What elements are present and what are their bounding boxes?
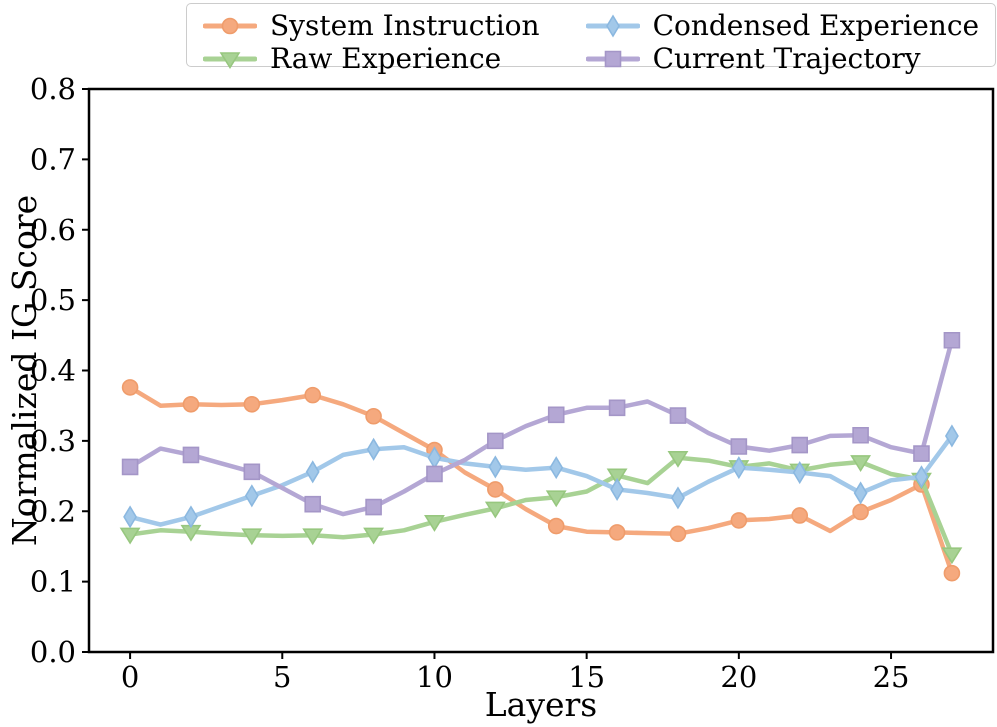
y-tick-label: 0.2: [30, 494, 76, 528]
marker-raw-experience: [941, 547, 963, 565]
marker-system-instruction: [547, 517, 565, 535]
marker-current-trajectory: [243, 463, 261, 481]
marker-current-trajectory: [608, 399, 626, 417]
marker-current-trajectory: [943, 331, 961, 349]
marker-current-trajectory: [426, 465, 443, 483]
series-line-raw-experience: [127, 455, 955, 557]
marker-system-instruction: [608, 524, 626, 541]
marker-system-instruction: [243, 395, 261, 413]
marker-condensed-experience: [549, 456, 564, 480]
marker-system-instruction: [943, 564, 961, 582]
marker-condensed-experience: [671, 486, 685, 510]
legend-item-current-trajectory: Current Trajectory: [585, 42, 980, 75]
diamond-icon: [585, 13, 640, 38]
x-tick-label: 25: [873, 660, 910, 694]
marker-system-instruction: [487, 481, 504, 498]
y-tick-label: 0.1: [30, 565, 76, 599]
marker-condensed-experience: [244, 484, 259, 508]
circle-icon: [203, 17, 257, 34]
marker-current-trajectory: [182, 446, 200, 464]
marker-condensed-experience: [488, 455, 503, 479]
marker-current-trajectory: [913, 445, 930, 462]
square-icon: [585, 50, 640, 67]
legend-marker-raw-experience: [219, 51, 241, 69]
legend-marker-current-trajectory: [604, 50, 621, 67]
marker-current-trajectory: [791, 436, 809, 454]
legend-label: Current Trajectory: [652, 42, 921, 75]
marker-current-trajectory: [669, 407, 687, 424]
marker-current-trajectory: [121, 458, 139, 476]
marker-condensed-experience: [944, 424, 959, 448]
series-line-condensed-experience: [127, 433, 955, 527]
legend-label: System Instruction: [270, 9, 540, 42]
marker-raw-experience: [424, 515, 445, 532]
marker-condensed-experience: [792, 460, 807, 485]
marker-system-instruction: [669, 525, 687, 543]
marker-raw-experience: [667, 450, 689, 468]
y-tick-label: 0.0: [30, 635, 76, 669]
marker-raw-experience: [119, 527, 141, 545]
marker-condensed-experience: [305, 460, 320, 484]
marker-current-trajectory: [304, 495, 322, 513]
x-tick-label: 20: [720, 660, 757, 694]
marker-condensed-experience: [610, 477, 625, 501]
marker-system-instruction: [121, 379, 139, 396]
legend-marker-condensed-experience: [605, 13, 620, 38]
y-tick-label: 0.6: [30, 213, 76, 247]
marker-condensed-experience: [731, 456, 746, 480]
y-tick-label: 0.4: [30, 354, 76, 388]
legend-label: Raw Experience: [270, 42, 502, 75]
marker-raw-experience: [545, 490, 567, 508]
y-tick-label: 0.3: [30, 424, 76, 458]
legend-item-system-instruction: System Instruction: [203, 9, 540, 42]
legend-item-condensed-experience: Condensed Experience: [585, 9, 980, 42]
marker-system-instruction: [852, 503, 869, 521]
x-tick-label: 15: [568, 660, 605, 694]
marker-system-instruction: [791, 507, 809, 524]
legend-item-raw-experience: Raw Experience: [203, 42, 540, 75]
marker-system-instruction: [304, 386, 322, 404]
series-line-current-trajectory: [127, 337, 955, 517]
marker-raw-experience: [302, 528, 324, 546]
marker-condensed-experience: [853, 481, 868, 505]
marker-current-trajectory: [365, 498, 382, 516]
marker-condensed-experience: [123, 505, 138, 529]
marker-condensed-experience: [914, 465, 929, 489]
x-axis-label: Layers: [485, 685, 597, 724]
legend-label: Condensed Experience: [652, 9, 980, 42]
marker-condensed-experience: [184, 505, 198, 529]
y-axis-label: Normalized IG Score: [5, 195, 44, 546]
marker-system-instruction: [730, 512, 748, 529]
plot-area: 0.0 0.1 0.2 0.3 0.4 0.5 0.6 0.7 0.8 0 5 10 15 20 25: [30, 72, 995, 694]
y-tick-label: 0.8: [30, 72, 76, 106]
marker-current-trajectory: [547, 406, 565, 424]
marker-current-trajectory: [487, 432, 504, 450]
x-tick-label: 10: [416, 660, 453, 694]
series-line-system-instruction: [127, 385, 955, 576]
marker-system-instruction: [182, 395, 200, 413]
plot-frame: [87, 87, 995, 654]
marker-raw-experience: [363, 527, 385, 545]
marker-current-trajectory: [852, 426, 869, 444]
triangle-down-icon: [203, 51, 257, 69]
marker-current-trajectory: [730, 438, 748, 455]
x-tick-label: 0: [121, 660, 139, 694]
marker-system-instruction: [365, 407, 382, 425]
y-tick-label: 0.5: [30, 283, 76, 317]
y-tick-label: 0.7: [30, 142, 76, 176]
legend: System Instruction Raw Experience Condense…: [186, 3, 997, 75]
marker-condensed-experience: [366, 437, 381, 461]
marker-raw-experience: [241, 528, 263, 546]
x-tick-label: 5: [273, 660, 291, 694]
marker-raw-experience: [484, 501, 506, 519]
marker-raw-experience: [850, 455, 872, 473]
legend-marker-system-instruction: [221, 17, 239, 34]
marker-raw-experience: [606, 468, 628, 486]
